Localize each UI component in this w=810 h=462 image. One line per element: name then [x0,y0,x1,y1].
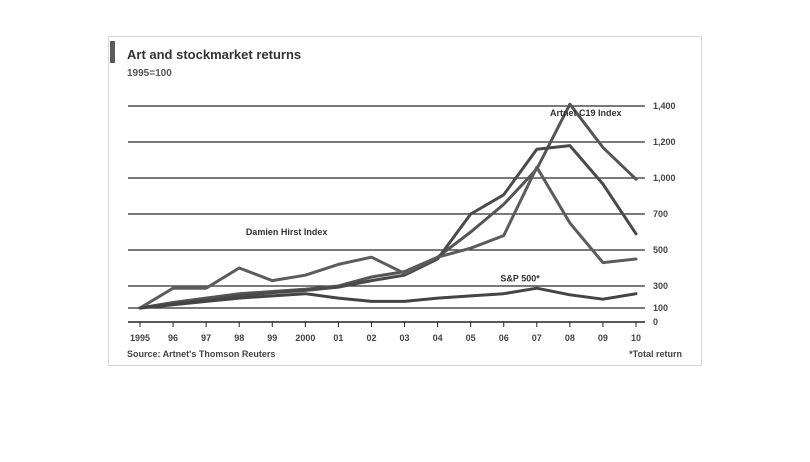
y-axis-ticks: 0 100 300 500 700 1,000 1,200 1,400 [653,101,676,327]
series-line-3 [138,286,638,310]
x-tick-label: 97 [201,333,211,343]
y-tick-label: 0 [653,317,658,327]
x-tick-label: 03 [400,333,410,343]
x-tick-label: 06 [499,333,509,343]
x-axis-ticks: 1995 96 97 98 99 2000 01 02 03 04 05 06 07 08 09 10 [130,322,641,343]
x-tick-label: 98 [234,333,244,343]
series-lines [138,102,638,310]
source-note: Source: Artnet's Thomson Reuters [127,349,276,359]
y-tick-label: 300 [653,281,668,291]
series-label: Artnet C19 Index [550,108,622,118]
x-tick-label: 2000 [295,333,315,343]
x-tick-label: 01 [333,333,343,343]
y-tick-label: 1,400 [653,101,676,111]
series-label: S&P 500* [500,274,540,284]
chart-title: Art and stockmarket returns [127,47,302,62]
series-line-1 [138,144,638,310]
chart-card [108,36,702,366]
series-labels: Artnet C19 Index Damien Hirst Index S&P 50… [246,108,622,284]
x-tick-label: 96 [168,333,178,343]
y-tick-label: 700 [653,209,668,219]
y-tick-label: 1,200 [653,137,676,147]
x-tick-label: 08 [565,333,575,343]
x-tick-label: 10 [631,333,641,343]
x-tick-label: 02 [366,333,376,343]
x-tick-label: 09 [598,333,608,343]
title-accent-bar [110,41,115,63]
gridlines [128,105,645,323]
chart-subtitle: 1995=100 [127,68,172,79]
series-line-0 [138,102,638,310]
series-line-2 [138,165,638,310]
x-tick-label: 99 [267,333,277,343]
footnote: *Total return [629,349,682,359]
x-tick-label: 07 [532,333,542,343]
y-tick-label: 500 [653,245,668,255]
y-tick-label: 100 [653,303,668,313]
x-tick-label: 1995 [130,333,150,343]
y-tick-label: 1,000 [653,173,676,183]
series-label: Damien Hirst Index [246,227,328,237]
x-tick-label: 04 [433,333,443,343]
x-tick-label: 05 [466,333,476,343]
